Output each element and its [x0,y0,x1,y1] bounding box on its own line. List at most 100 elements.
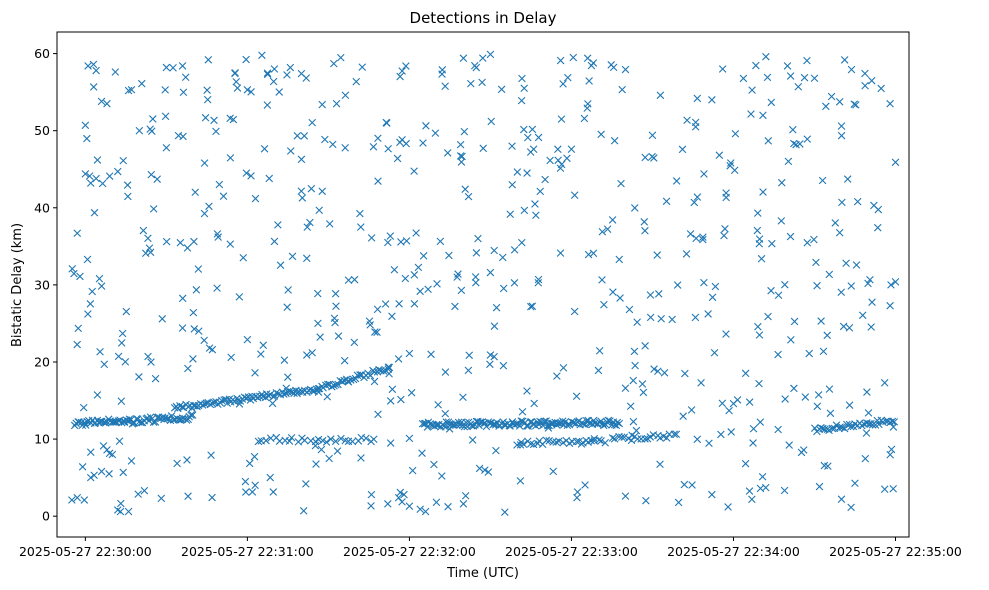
data-point [688,481,696,489]
data-point [678,145,687,154]
data-point [755,331,764,339]
data-point [466,79,475,88]
data-point [430,460,438,469]
data-point [243,86,252,94]
data-point [654,367,662,376]
data-point [414,263,423,272]
data-point [786,232,795,241]
data-point [587,61,596,70]
data-point [283,303,291,311]
data-point [510,246,519,254]
data-point [516,477,525,485]
data-point [293,131,302,140]
data-point [544,424,553,432]
data-point [794,82,803,91]
y-tick-label: 30 [34,277,50,292]
data-point [472,249,481,257]
data-point [161,86,169,94]
data-point [523,387,531,395]
data-point [499,284,508,293]
data-point [213,284,221,292]
data-point [97,467,106,476]
data-point [787,336,795,344]
data-point [861,69,869,78]
data-point [297,155,306,164]
data-point [610,435,619,443]
data-point [472,278,480,287]
data-point [178,294,187,303]
data-point [242,169,251,177]
data-point [226,154,235,162]
data-point [853,197,862,206]
data-point [98,179,107,188]
data-point [515,422,524,430]
data-point [445,251,453,260]
data-point [308,386,317,395]
data-point [490,322,499,330]
data-point [321,135,329,144]
data-point [780,280,789,289]
data-point [118,329,127,338]
data-point [880,379,889,387]
data-point [556,249,565,257]
data-point [80,496,89,504]
data-point [774,350,782,359]
data-point [92,174,100,183]
data-point [486,268,495,277]
data-point [710,348,719,357]
data-point [83,255,92,264]
data-point [585,77,593,85]
data-point [646,313,655,322]
data-point [687,406,696,414]
data-point [357,454,365,462]
data-point [179,132,187,141]
data-point [641,153,649,162]
data-point [759,188,767,196]
data-point [590,434,599,443]
data-point [251,369,259,377]
data-point [813,402,822,411]
data-point [748,495,756,504]
data-point [836,423,844,431]
data-point [80,418,89,427]
data-point [559,80,567,88]
data-point [681,369,689,378]
data-point [362,434,370,443]
data-point [386,397,395,405]
data-point [691,313,700,322]
data-point [528,125,537,134]
data-point [124,192,132,201]
data-point [251,194,260,203]
data-point [847,422,855,431]
data-point [438,472,446,480]
data-point [286,63,295,72]
data-point [699,233,707,241]
data-point [690,198,699,207]
data-point [572,392,581,401]
data-point [287,388,296,396]
data-point [384,238,392,247]
data-point [81,170,90,178]
data-point [508,142,516,150]
data-point [891,158,900,167]
data-point [219,192,228,201]
data-point [461,185,469,194]
data-point [697,379,705,387]
data-point [405,502,414,510]
data-point [86,473,95,482]
data-point [567,145,576,153]
data-point [401,274,410,283]
data-point [318,100,327,109]
data-point [627,436,636,445]
data-point [460,127,469,136]
data-point [410,271,419,279]
data-point [492,446,500,455]
data-point [412,229,420,237]
data-point [393,154,402,163]
data-point [260,144,269,153]
data-point [595,347,604,355]
data-point [641,226,649,235]
data-point [825,385,834,393]
data-point [600,300,608,309]
